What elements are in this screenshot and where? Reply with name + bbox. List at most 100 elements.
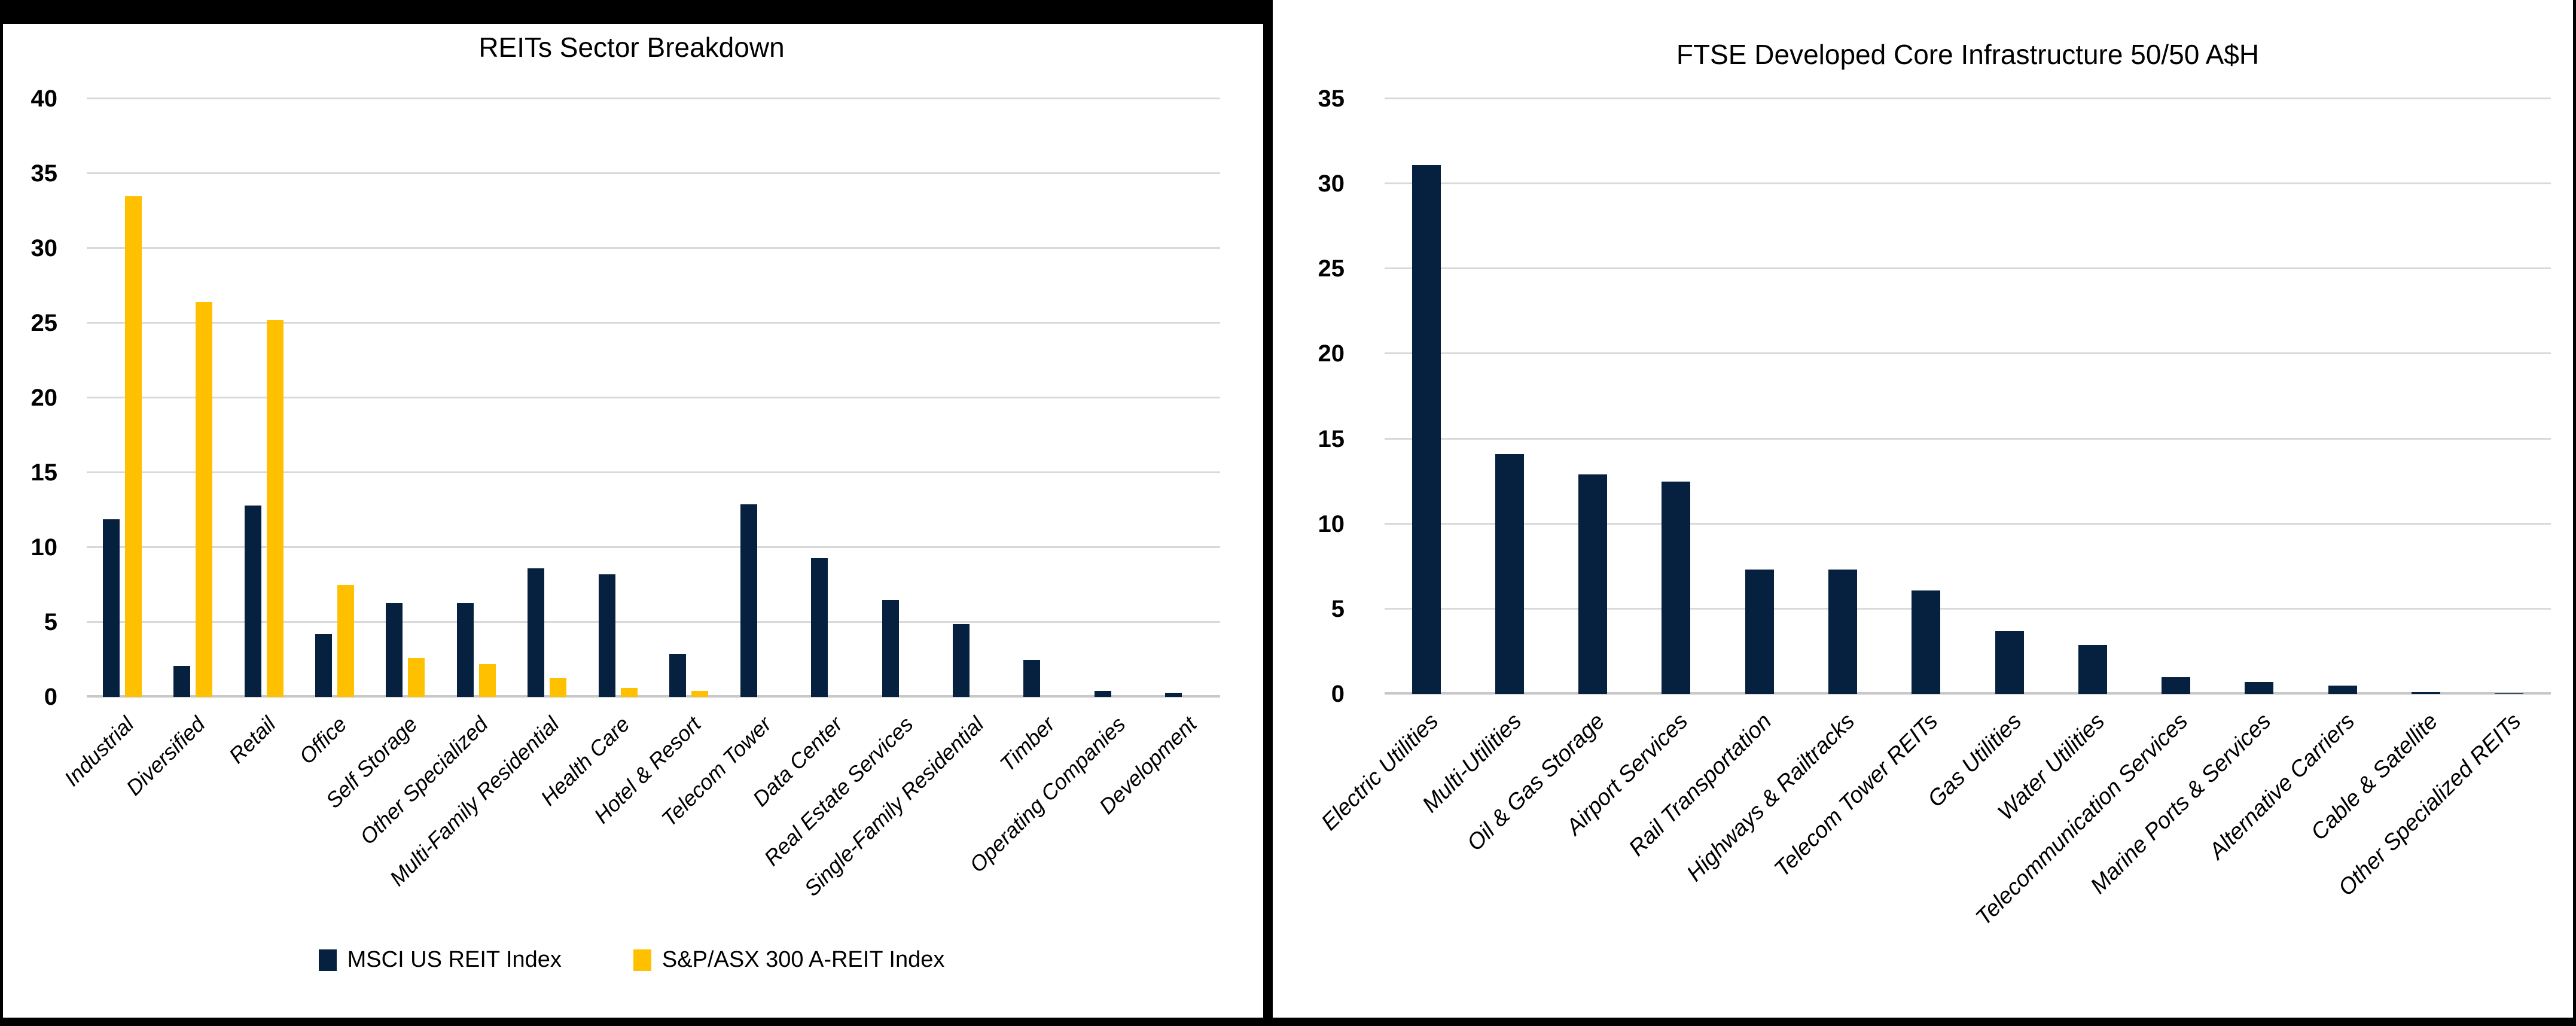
y-axis: 0 5 10 15 20 25 30 35 40 [0, 86, 66, 710]
legend-item: S&P/ASX 300 A-REIT Index [633, 947, 944, 973]
chart-bar [1995, 631, 2024, 694]
category-label: Other Specialized REITs [2334, 708, 2526, 902]
bar-group [157, 99, 228, 697]
chart-bar [2078, 644, 2107, 694]
category-label: Alternative Carriers [2204, 708, 2360, 864]
bar-group [654, 99, 724, 697]
chart-bar [2245, 682, 2274, 694]
chart-bar [478, 664, 496, 697]
x-axis-line [1385, 692, 2551, 695]
y-tick-label: 30 [31, 235, 58, 261]
chart-bar [882, 599, 899, 697]
y-tick-label: 10 [1318, 510, 1345, 537]
category-column: Self Storage [321, 99, 441, 813]
gridline [87, 247, 1220, 249]
category-column: Single-Family Residential [800, 99, 1007, 901]
category-column: Real Estate Services [759, 99, 937, 870]
legend-label: S&P/ASX 300 A-REIT Index [661, 947, 945, 972]
bar-group [228, 99, 299, 697]
chart-bar [1912, 590, 1941, 694]
category-label: Airport Services [1562, 708, 1693, 840]
chart-bar [2162, 677, 2191, 694]
category-column: Diversified [121, 99, 228, 800]
bar-group [2135, 99, 2218, 694]
chart-bar [952, 623, 970, 697]
bar-group [87, 99, 157, 697]
bar-group [1008, 99, 1078, 697]
bar-group [2468, 99, 2551, 694]
chart-bar [124, 196, 142, 697]
chart-bar [1495, 454, 1524, 694]
chart-bar [1745, 570, 1774, 694]
reits-sector-panel: REITs Sector Breakdown 0 5 10 15 20 25 30 35 40 I… [0, 0, 1263, 1018]
bar-group [2384, 99, 2467, 694]
category-label: Rail Transportation [1624, 708, 1777, 861]
bar-group [2051, 99, 2134, 694]
chart-bar [811, 558, 828, 697]
plot-area: Electric Utilities Multi-Utilities Oil & G… [1316, 98, 2551, 930]
chart-bar [1412, 165, 1441, 694]
chart-bar [2412, 692, 2441, 694]
gridline [1385, 182, 2551, 185]
chart-bar [315, 634, 333, 697]
gridline [87, 172, 1220, 174]
gridline [1385, 522, 2551, 525]
chart-bar [266, 320, 283, 697]
chart-bar [173, 665, 191, 697]
chart-bar [456, 602, 474, 697]
y-tick-label: 5 [44, 609, 57, 635]
category-label: Telecom Tower REITs [1770, 708, 1943, 882]
bar-group [2218, 99, 2301, 694]
infrastructure-panel: FTSE Developed Core Infrastructure 50/50… [1273, 0, 2572, 1018]
bar-group [1635, 99, 1718, 694]
bar-group [299, 99, 370, 697]
chart-bar [2495, 693, 2524, 694]
category-column: Telecommunication Services [1971, 99, 2218, 930]
reits-sector-chart: 0 5 10 15 20 25 30 35 40 Industrial Diversified Ret… [0, 0, 1263, 1018]
bar-group [795, 99, 865, 697]
y-tick-label: 20 [31, 385, 58, 411]
y-tick-label: 15 [31, 459, 58, 486]
category-column: Industrial [60, 99, 157, 791]
chart-bar [550, 677, 567, 697]
gridline [87, 397, 1220, 398]
y-tick-label: 25 [31, 310, 58, 336]
y-tick-label: 20 [1318, 340, 1345, 367]
legend-label: MSCI US REIT Index [347, 947, 562, 972]
category-label: Gas Utilities [1922, 708, 2026, 812]
category-column: Alternative Carriers [2204, 99, 2384, 864]
bar-group [866, 99, 937, 697]
infrastructure-chart: 0 5 10 15 20 25 30 35 Electric Utilities Multi-Ut… [1273, 0, 2572, 1018]
category-column: Multi-Utilities [1417, 99, 1551, 818]
chart-bar [740, 504, 757, 697]
gridline [87, 322, 1220, 324]
category-column: Water Utilities [1993, 99, 2134, 826]
category-label: Telecommunication Services [1971, 708, 2193, 931]
legend-item: MSCI US REIT Index [318, 947, 562, 973]
bar-group [1385, 99, 1468, 694]
category-columns: Industrial Diversified Retail Office Self St… [60, 99, 1220, 901]
bar-group [1718, 99, 1801, 694]
y-tick-label: 30 [1318, 171, 1345, 197]
bar-group [441, 99, 511, 697]
y-tick-label: 35 [31, 160, 58, 187]
chart-bar [1165, 692, 1182, 697]
gridline [87, 471, 1220, 473]
category-column: Rail Transportation [1624, 99, 1801, 861]
category-column: Telecom Tower [657, 99, 795, 831]
bar-group [512, 99, 583, 697]
y-tick-label: 15 [1318, 425, 1345, 452]
y-tick-label: 0 [1331, 681, 1345, 707]
chart-bar [408, 658, 425, 697]
category-column: Highways & Railtracks [1682, 99, 1884, 887]
left-panel-top-border [0, 0, 1273, 24]
panel-divider [1263, 0, 1273, 1026]
y-tick-label: 0 [44, 684, 57, 710]
bar-group [370, 99, 441, 697]
chart-bar [386, 602, 403, 697]
y-axis: 0 5 10 15 20 25 30 35 [1273, 86, 1353, 707]
left-chart-legend: MSCI US REIT Index S&P/ASX 300 A-REIT Ind… [0, 947, 1263, 973]
bar-group [1150, 99, 1220, 697]
chart-bar [244, 506, 261, 697]
category-label: Cable & Satellite [2306, 708, 2443, 845]
